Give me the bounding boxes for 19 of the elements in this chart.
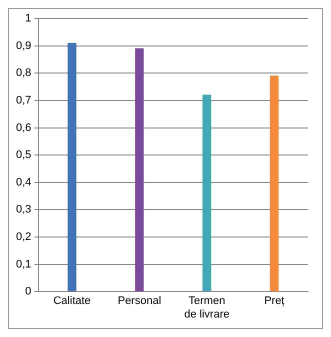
y-tick-label: 0 [25, 286, 32, 298]
x-tick-label: Personal [118, 295, 162, 308]
y-tick-label: 1 [25, 12, 32, 25]
y-tick-label: 0,7 [16, 94, 32, 107]
bar [202, 94, 212, 292]
y-tick-label: 0,1 [16, 258, 32, 270]
bar [270, 76, 279, 292]
y-tick-label: 0,4 [16, 176, 32, 188]
bar [135, 48, 144, 292]
y-tick-label: 0,3 [16, 204, 32, 216]
x-tick-label: Termen de livrare [184, 295, 230, 320]
bar [68, 42, 76, 292]
y-tick-label: 0,8 [16, 67, 32, 80]
y-tick-label: 0,5 [16, 149, 32, 162]
y-tick-label: 0,9 [16, 40, 32, 52]
y-tick-label: 0,6 [16, 122, 32, 134]
x-tick-label: Calitate [53, 295, 91, 308]
x-tick-label: Preț [264, 295, 284, 308]
y-tick-label: 0,2 [16, 231, 32, 244]
